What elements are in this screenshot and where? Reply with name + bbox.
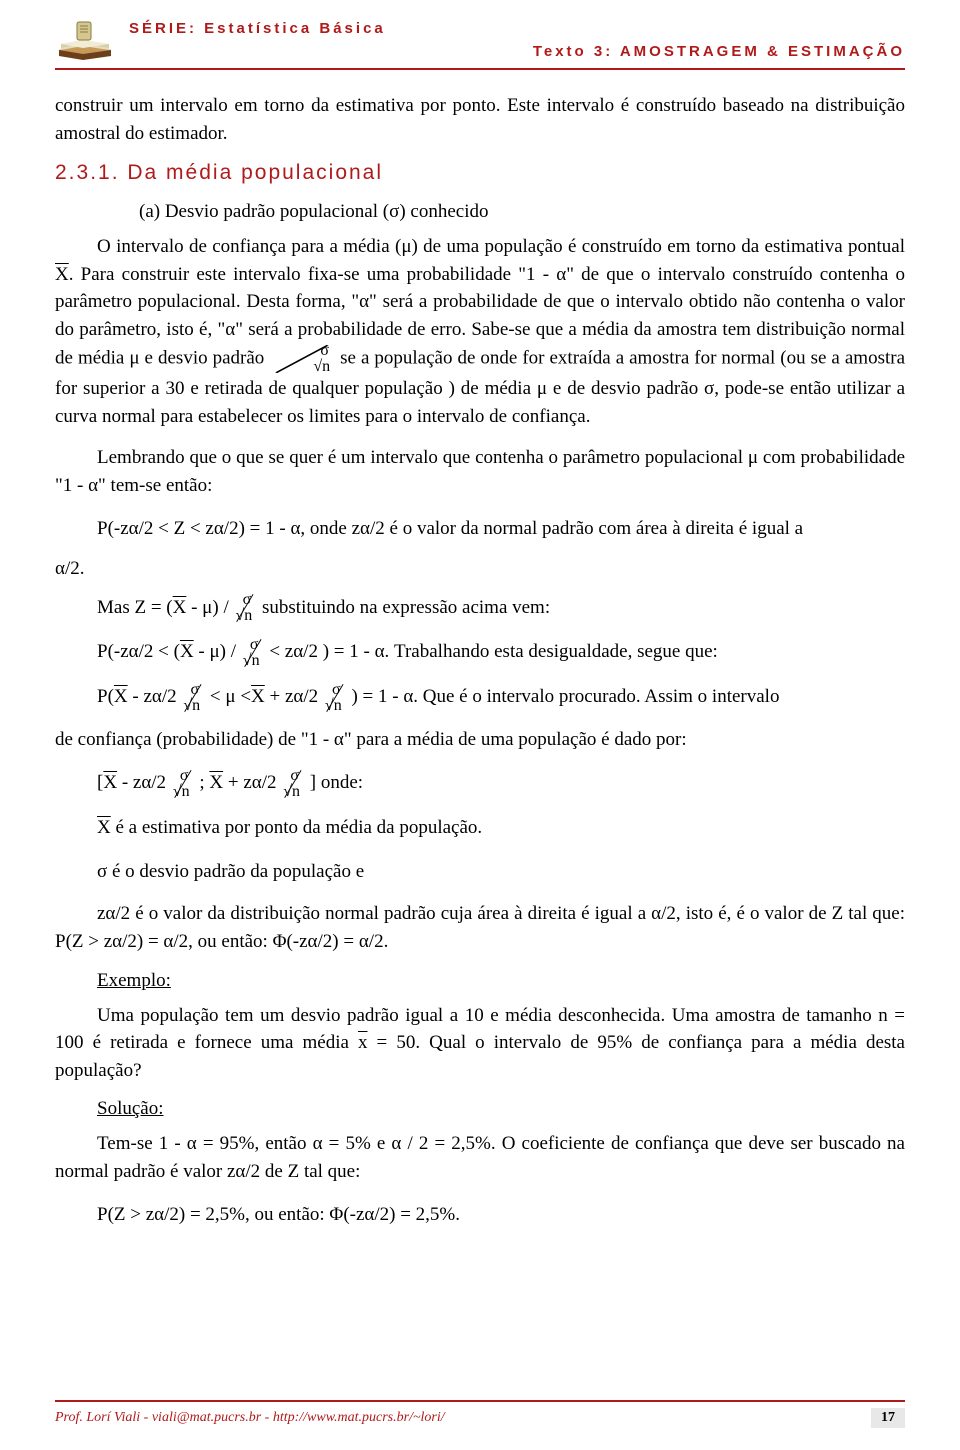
pz-c: < zα/2 ) = 1 - α. Trabalhando esta desig…: [269, 641, 718, 662]
br-d: + zα/2: [223, 772, 281, 793]
section-heading: 2.3.1. Da média populacional: [55, 161, 905, 185]
x-bar: X: [173, 597, 187, 618]
alpha-half: α/2.: [55, 558, 905, 580]
p-x-inequality: P(X - zα/2 σ √n < μ <X + zα/2 σ √n ) = 1…: [97, 681, 905, 714]
confidence-text: de confiança (probabilidade) de "1 - α" …: [55, 726, 905, 754]
page-footer: Prof. Lorí Viali - viali@mat.pucrs.br - …: [55, 1400, 905, 1428]
p-z-inequality: P(-zα/2 < (X - μ) / σ √n < zα/2 ) = 1 - …: [97, 636, 905, 669]
zalpha-explain: zα/2 é o valor da distribuição normal pa…: [55, 900, 905, 955]
sigma-over-sqrt-n: σ √n: [235, 592, 255, 624]
z-post: - μ) /: [186, 597, 233, 618]
x-bar: X: [180, 641, 194, 662]
page: SÉRIE: Estatística Básica Texto 3: AMOST…: [0, 0, 960, 1450]
z-pre: Mas Z = (: [97, 597, 173, 618]
z-definition: Mas Z = (X - μ) / σ √n substituindo na e…: [97, 592, 905, 625]
px-c: < μ <: [210, 686, 251, 707]
paragraph-lembrando: Lembrando que o que se quer é um interva…: [55, 444, 905, 499]
book-icon: [55, 20, 115, 62]
solucao-p1: Tem-se 1 - α = 95%, então α = 5% e α / 2…: [55, 1130, 905, 1185]
br-b: - zα/2: [117, 772, 171, 793]
solucao-heading: Solução:: [97, 1098, 905, 1120]
frac-den: √n: [243, 653, 263, 669]
sigma-over-sqrt-n: σ √n: [183, 682, 203, 714]
subsection-a: (a) Desvio padrão populacional (σ) conhe…: [139, 201, 905, 223]
page-number: 17: [871, 1408, 905, 1428]
frac-num: σ: [325, 682, 345, 698]
px-a: P(: [97, 686, 114, 707]
header-text-block: SÉRIE: Estatística Básica Texto 3: AMOST…: [129, 20, 905, 60]
pz-a: P(-zα/2 < (: [97, 641, 180, 662]
br-c: ;: [199, 772, 209, 793]
sigma-over-sqrt-n: σ √n: [243, 637, 263, 669]
xbar-text: é a estimativa por ponto da média da pop…: [111, 817, 482, 838]
interval-bracket: [X - zα/2 σ √n ; X + zα/2 σ √n ] onde:: [97, 767, 905, 800]
px-b: - zα/2: [128, 686, 182, 707]
p2-part-a: O intervalo de confiança para a média (μ…: [97, 236, 905, 257]
frac-den: √n: [325, 698, 345, 714]
frac-den: √n: [173, 784, 193, 800]
frac-den: √n: [183, 698, 203, 714]
sigma-explain: σ é o desvio padrão da população e: [97, 856, 905, 888]
px-d: + zα/2: [265, 686, 323, 707]
x-bar: X: [55, 264, 69, 285]
exemplo-paragraph: Uma população tem um desvio padrão igual…: [55, 1002, 905, 1085]
intro-paragraph: construir um intervalo em torno da estim…: [55, 92, 905, 147]
exemplo-heading: Exemplo:: [97, 970, 905, 992]
frac-den: √n: [235, 608, 255, 624]
sigma-over-sqrt-n: σ √n: [271, 343, 333, 375]
frac-num: σ: [271, 343, 333, 359]
z-tail: substituindo na expressão acima vem:: [262, 597, 550, 618]
solucao-p2: P(Z > zα/2) = 2,5%, ou então: Φ(-zα/2) =…: [97, 1199, 905, 1231]
frac-den: √n: [283, 784, 303, 800]
frac-num: σ: [173, 768, 193, 784]
frac-num: σ: [183, 682, 203, 698]
x-bar: X: [209, 772, 223, 793]
sigma-over-sqrt-n: σ √n: [325, 682, 345, 714]
x-bar: X: [114, 686, 128, 707]
br-e: ] onde:: [310, 772, 363, 793]
x-bar: X: [103, 772, 117, 793]
sigma-over-sqrt-n: σ √n: [283, 768, 303, 800]
footer-credits: Prof. Lorí Viali - viali@mat.pucrs.br - …: [55, 1410, 445, 1426]
frac-num: σ: [235, 592, 255, 608]
xbar-explain: X é a estimativa por ponto da média da p…: [97, 812, 905, 844]
frac-num: σ: [283, 768, 303, 784]
x-bar: X: [97, 817, 111, 838]
prob-line: P(-zα/2 < Z < zα/2) = 1 - α, onde zα/2 é…: [97, 513, 905, 545]
frac-den: √n: [271, 359, 333, 375]
page-header: SÉRIE: Estatística Básica Texto 3: AMOST…: [55, 20, 905, 70]
x-bar: X: [251, 686, 265, 707]
paragraph-main: O intervalo de confiança para a média (μ…: [55, 233, 905, 430]
pz-b: - μ) /: [194, 641, 241, 662]
frac-num: σ: [243, 637, 263, 653]
texto-title: Texto 3: AMOSTRAGEM & ESTIMAÇÃO: [129, 43, 905, 60]
px-e: ) = 1 - α. Que é o intervalo procurado. …: [351, 686, 779, 707]
sigma-over-sqrt-n: σ √n: [173, 768, 193, 800]
serie-title: SÉRIE: Estatística Básica: [129, 20, 905, 37]
